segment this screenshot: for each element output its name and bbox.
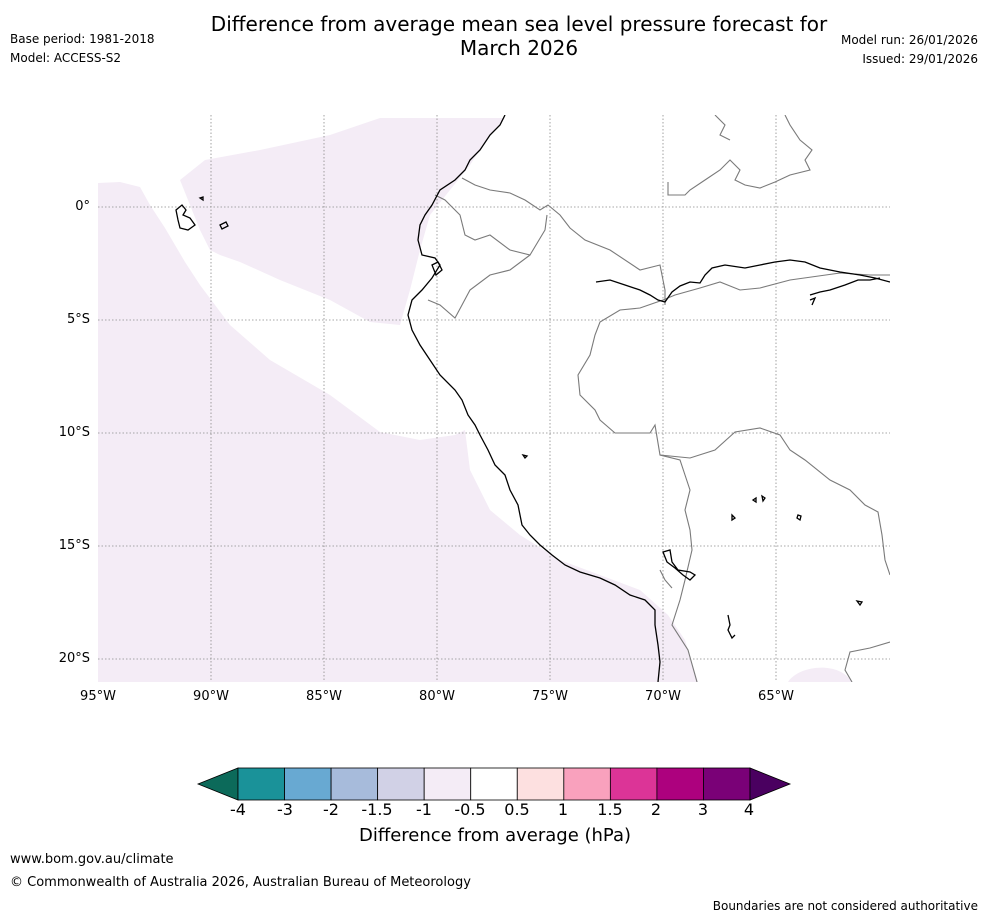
colorbar-tick: -1 xyxy=(416,800,432,819)
issued-date: Issued: 29/01/2026 xyxy=(862,52,978,66)
lat-label: 5°S xyxy=(66,312,90,327)
base-period: Base period: 1981-2018 xyxy=(10,32,155,46)
colorbar xyxy=(196,767,792,801)
lon-label: 75°W xyxy=(532,689,568,704)
colorbar-cell xyxy=(237,767,285,801)
lat-label: 0° xyxy=(75,199,90,214)
title-line-2: March 2026 xyxy=(459,36,579,60)
colorbar-extend-high xyxy=(749,767,792,801)
colorbar-ticks: -4 -3 -2 -1.5 -1 -0.5 0.5 1 1.5 2 3 4 xyxy=(190,800,800,824)
colorbar-tick: -0.5 xyxy=(454,800,486,819)
colorbar-tick: 0.5 xyxy=(504,800,530,819)
lon-label: 95°W xyxy=(80,689,116,704)
page-title: Difference from average mean sea level p… xyxy=(194,12,844,60)
colorbar-label: Difference from average (hPa) xyxy=(358,825,632,846)
colorbar-extend-low xyxy=(196,767,239,801)
colorbar-cell xyxy=(516,767,565,801)
lat-label: 20°S xyxy=(58,651,90,666)
colorbar-cell xyxy=(284,767,332,801)
colorbar-cell xyxy=(423,767,472,801)
ocean-anomaly-region xyxy=(788,667,852,682)
lat-label: 15°S xyxy=(58,538,90,553)
colorbar-cell xyxy=(703,767,751,801)
coastline xyxy=(175,115,890,682)
title-line-1: Difference from average mean sea level p… xyxy=(210,12,828,36)
ocean-anomaly-region xyxy=(180,118,505,325)
colorbar-tick: -2 xyxy=(323,800,339,819)
colorbar-tick: 3 xyxy=(697,800,709,819)
colorbar-tick: -1.5 xyxy=(361,800,393,819)
colorbar-cell xyxy=(656,767,704,801)
lat-label: 10°S xyxy=(58,425,90,440)
footer-url: www.bom.gov.au/climate xyxy=(10,852,174,867)
ocean-anomaly-region xyxy=(98,182,698,682)
country-borders xyxy=(427,115,890,682)
lon-label: 80°W xyxy=(419,689,455,704)
model-run: Model run: 26/01/2026 xyxy=(840,33,978,47)
colorbar-cells xyxy=(237,767,751,801)
colorbar-cell xyxy=(563,767,611,801)
lon-label: 85°W xyxy=(306,689,342,704)
colorbar-cell xyxy=(470,767,518,801)
lon-label: 90°W xyxy=(193,689,229,704)
colorbar-tick: 4 xyxy=(743,800,755,819)
colorbar-tick: 1.5 xyxy=(597,800,623,819)
footer-copyright: © Commonwealth of Australia 2026, Austra… xyxy=(10,875,471,890)
colorbar-tick: -3 xyxy=(277,800,293,819)
colorbar-cell xyxy=(609,767,658,801)
lon-label: 65°W xyxy=(758,689,794,704)
colorbar-tick: 1 xyxy=(557,800,569,819)
map-svg xyxy=(98,115,890,682)
footer-disclaimer: Boundaries are not considered authoritat… xyxy=(712,899,978,913)
map-grid xyxy=(98,115,890,682)
colorbar-cell xyxy=(377,767,425,801)
model-name: Model: ACCESS-S2 xyxy=(10,51,122,65)
colorbar-tick: -4 xyxy=(230,800,246,819)
lon-label: 70°W xyxy=(645,689,681,704)
colorbar-tick: 2 xyxy=(650,800,662,819)
colorbar-cell xyxy=(330,767,379,801)
